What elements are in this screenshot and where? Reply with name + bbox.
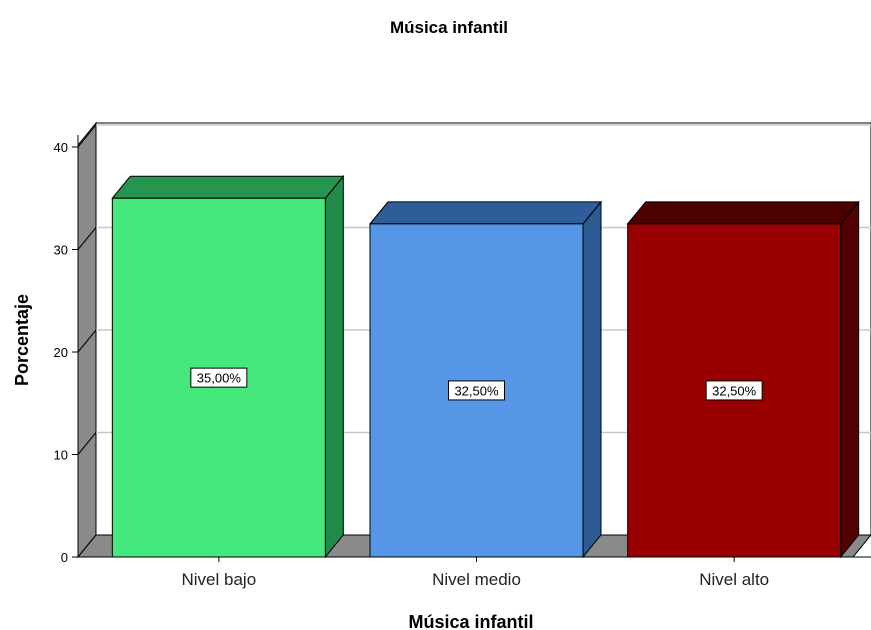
bar-group: 32,50% bbox=[626, 200, 860, 559]
x-tick-label: Nivel bajo bbox=[182, 570, 257, 589]
x-tick-label: Nivel medio bbox=[432, 570, 521, 589]
gridline-wall bbox=[77, 124, 97, 148]
y-tick-label: 40 bbox=[54, 140, 68, 155]
y-tick-label: 20 bbox=[54, 345, 68, 360]
gridline-wall bbox=[77, 227, 97, 250]
y-axis-title: Porcentaje bbox=[12, 294, 32, 386]
gridline-wall bbox=[77, 432, 97, 455]
y-tick-label: 30 bbox=[54, 243, 68, 258]
bars: 35,00% 32,50% 32,50% bbox=[111, 174, 860, 559]
data-label: 35,00% bbox=[197, 371, 242, 386]
bar-top bbox=[368, 201, 603, 225]
x-axis: Nivel bajo Nivel medio Nivel alto bbox=[78, 556, 871, 589]
bar-group: 35,00% bbox=[111, 174, 345, 559]
data-label: 32,50% bbox=[454, 383, 499, 398]
chart-title: Música infantil bbox=[390, 18, 508, 37]
y-tick-label: 0 bbox=[61, 550, 68, 565]
y-axis: 0 10 20 30 40 bbox=[54, 135, 79, 565]
bar-side bbox=[324, 174, 344, 559]
data-label-box bbox=[705, 380, 763, 401]
bar-group: 32,50% bbox=[368, 200, 603, 559]
bar-top bbox=[111, 175, 345, 199]
y-tick-label: 10 bbox=[54, 448, 68, 463]
data-label-box bbox=[448, 380, 505, 401]
x-tick-label: Nivel alto bbox=[699, 570, 769, 589]
bar-side bbox=[582, 200, 602, 559]
gridline-wall bbox=[77, 329, 97, 353]
data-label: 32,50% bbox=[712, 383, 757, 398]
left-wall bbox=[77, 121, 97, 559]
x-axis-title: Música infantil bbox=[408, 612, 533, 630]
bar-side bbox=[840, 200, 860, 559]
bar-top bbox=[626, 201, 860, 225]
data-label-box bbox=[190, 367, 248, 388]
